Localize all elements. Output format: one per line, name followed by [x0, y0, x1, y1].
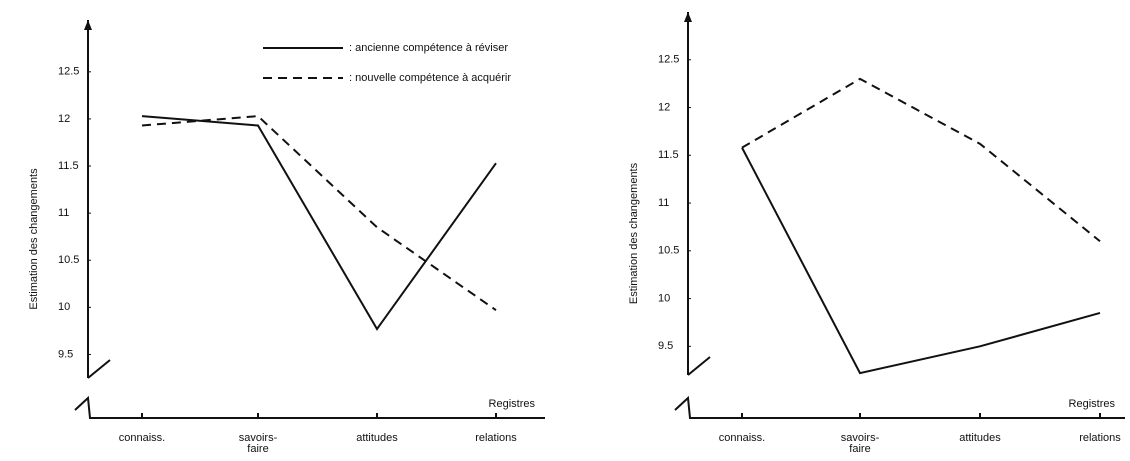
x-tick-label-line: savoirs- [841, 432, 880, 444]
y-tick-label: 12.5 [58, 66, 79, 78]
y-tick-label: 9.5 [658, 340, 673, 352]
y-tick-label: 11 [658, 197, 669, 209]
x-tick-label: attitudes [356, 432, 398, 444]
y-axis-arrow [84, 20, 92, 30]
x-tick-label-line: connaiss. [719, 432, 765, 444]
y-tick-label: 12 [58, 113, 70, 125]
x-tick-label: connaiss. [119, 432, 165, 444]
y-axis-label: Estimation des changements [628, 162, 640, 304]
y-tick-label: 11.5 [58, 160, 79, 172]
x-tick-label-line: attitudes [356, 432, 398, 444]
x-tick-label-line: faire [849, 443, 870, 455]
y-tick-label: 10 [58, 301, 70, 313]
y-axis-arrow [684, 12, 692, 22]
x-tick-label-line: attitudes [959, 432, 1001, 444]
y-tick-label: 11.5 [658, 149, 679, 161]
y-tick-label: 10.5 [658, 245, 679, 257]
series-line [141, 115, 497, 331]
y-axis-break [87, 359, 111, 379]
y-axis-break [687, 356, 711, 376]
y-tick-label: 12 [658, 101, 670, 113]
y-axis-label: Estimation des changements [28, 168, 40, 310]
x-axis-label: Registres [489, 398, 536, 410]
x-tick-label-line: faire [247, 443, 268, 455]
x-tick-label: relations [1079, 432, 1121, 444]
x-tick-label: relations [475, 432, 517, 444]
x-tick-label-line: connaiss. [119, 432, 165, 444]
legend-label: : nouvelle compétence à acquérir [349, 72, 511, 84]
x-tick-label-line: relations [475, 432, 517, 444]
x-tick-label: savoirs-faire [239, 432, 278, 455]
legend-label: : ancienne compétence à réviser [349, 42, 508, 54]
y-tick-label: 10.5 [58, 254, 79, 266]
x-tick-label: savoirs-faire [841, 432, 880, 455]
x-tick-label: connaiss. [719, 432, 765, 444]
x-tick-label: attitudes [959, 432, 1001, 444]
x-axis [674, 395, 1125, 419]
y-tick-label: 10 [658, 292, 670, 304]
series-line [741, 147, 1101, 375]
y-tick-label: 9.5 [58, 348, 73, 360]
x-tick-label-line: relations [1079, 432, 1121, 444]
x-axis [74, 395, 545, 419]
y-tick-label: 12.5 [658, 54, 679, 66]
series-line [141, 115, 497, 311]
y-tick-label: 11 [58, 207, 69, 219]
x-tick-label-line: savoirs- [239, 432, 278, 444]
x-axis-label: Registres [1069, 398, 1116, 410]
series-line [741, 77, 1101, 243]
